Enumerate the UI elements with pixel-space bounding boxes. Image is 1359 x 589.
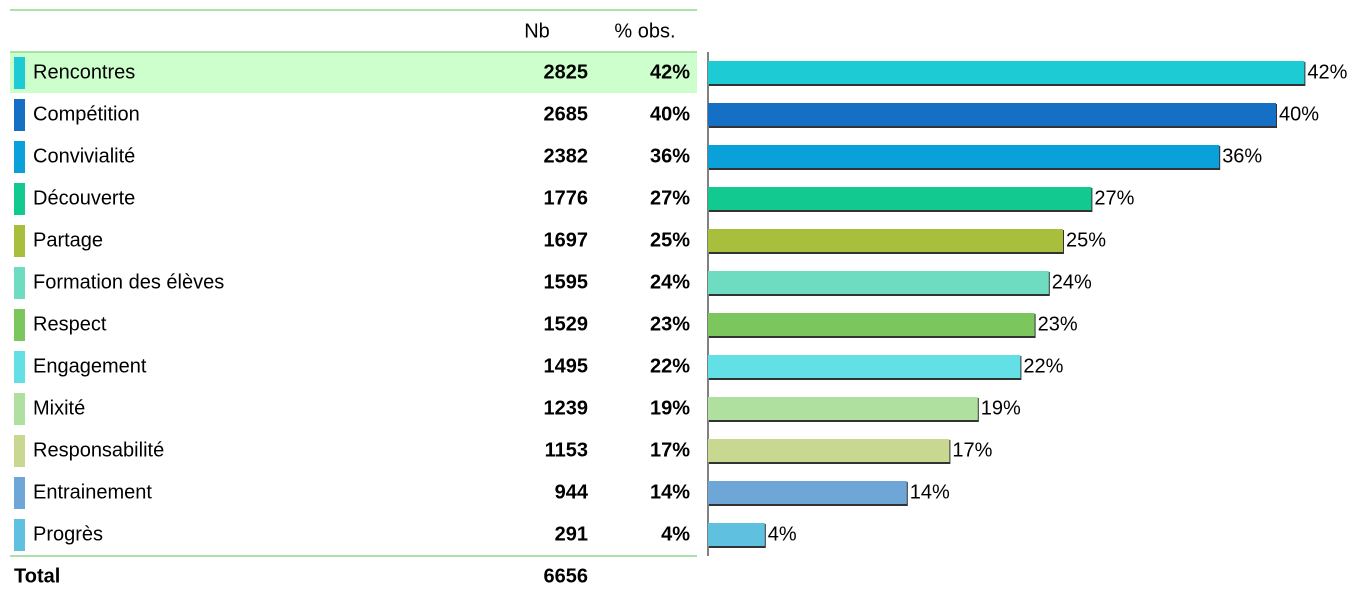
bar: [708, 271, 1049, 294]
bar: [708, 103, 1276, 126]
count: 1697: [544, 229, 589, 251]
bar: [708, 145, 1220, 168]
bar: [708, 481, 907, 504]
bar: [708, 439, 950, 462]
row-label: Entrainement: [33, 481, 152, 503]
percent: 27%: [650, 187, 690, 209]
percent: 42%: [650, 61, 690, 83]
percent: 4%: [661, 523, 690, 545]
percent: 24%: [650, 271, 690, 293]
bar-label: 36%: [1222, 145, 1262, 167]
percent: 40%: [650, 103, 690, 125]
row-label: Mixité: [33, 397, 85, 419]
row-label: Formation des élèves: [33, 271, 224, 293]
bar-label: 23%: [1038, 313, 1078, 335]
row-label: Partage: [33, 229, 103, 251]
color-swatch: [14, 141, 25, 173]
bar-label: 42%: [1307, 61, 1347, 83]
percent: 22%: [650, 355, 690, 377]
bar: [708, 355, 1021, 378]
bar: [708, 313, 1035, 336]
row-label: Rencontres: [33, 61, 135, 83]
color-swatch: [14, 435, 25, 467]
percent: 19%: [650, 397, 690, 419]
bar-label: 19%: [981, 397, 1021, 419]
color-swatch: [14, 183, 25, 215]
percent: 25%: [650, 229, 690, 251]
color-swatch: [14, 519, 25, 551]
count: 1495: [544, 355, 589, 377]
count: 2825: [544, 61, 589, 83]
bar-label: 14%: [910, 481, 950, 503]
column-header: Nb: [524, 20, 550, 42]
bar: [708, 61, 1305, 84]
color-swatch: [14, 225, 25, 257]
count: 2685: [544, 103, 589, 125]
bar-label: 17%: [952, 439, 992, 461]
color-swatch: [14, 309, 25, 341]
row-label: Convivialité: [33, 145, 135, 167]
color-swatch: [14, 351, 25, 383]
percent: 14%: [650, 481, 690, 503]
bar-label: 25%: [1066, 229, 1106, 251]
percent: 23%: [650, 313, 690, 335]
bar-label: 24%: [1052, 271, 1092, 293]
row-label: Compétition: [33, 103, 140, 125]
bar: [708, 187, 1092, 210]
color-swatch: [14, 57, 25, 89]
row-highlight: [10, 52, 697, 93]
bar-label: 22%: [1023, 355, 1063, 377]
bar: [708, 229, 1063, 252]
bar-label: 4%: [768, 523, 797, 545]
percent: 36%: [650, 145, 690, 167]
count: 1776: [544, 187, 589, 209]
total-label: Total: [14, 565, 60, 587]
row-label: Découverte: [33, 187, 135, 209]
count: 291: [555, 523, 588, 545]
color-swatch: [14, 477, 25, 509]
count: 1153: [545, 439, 588, 461]
bar: [708, 397, 978, 420]
count: 2382: [544, 145, 589, 167]
column-header: % obs.: [614, 20, 675, 42]
bar: [708, 523, 765, 546]
count: 1595: [544, 271, 589, 293]
percent: 17%: [650, 439, 690, 461]
color-swatch: [14, 267, 25, 299]
color-swatch: [14, 99, 25, 131]
count: 1529: [544, 313, 589, 335]
row-label: Respect: [33, 313, 107, 335]
count: 944: [555, 481, 589, 503]
count: 1239: [544, 397, 589, 419]
row-label: Engagement: [33, 355, 147, 377]
color-swatch: [14, 393, 25, 425]
row-label: Responsabilité: [33, 439, 164, 461]
row-label: Progrès: [33, 523, 103, 545]
total-value: 6656: [544, 565, 589, 587]
bar-label: 27%: [1094, 187, 1134, 209]
bar-label: 40%: [1279, 103, 1319, 125]
